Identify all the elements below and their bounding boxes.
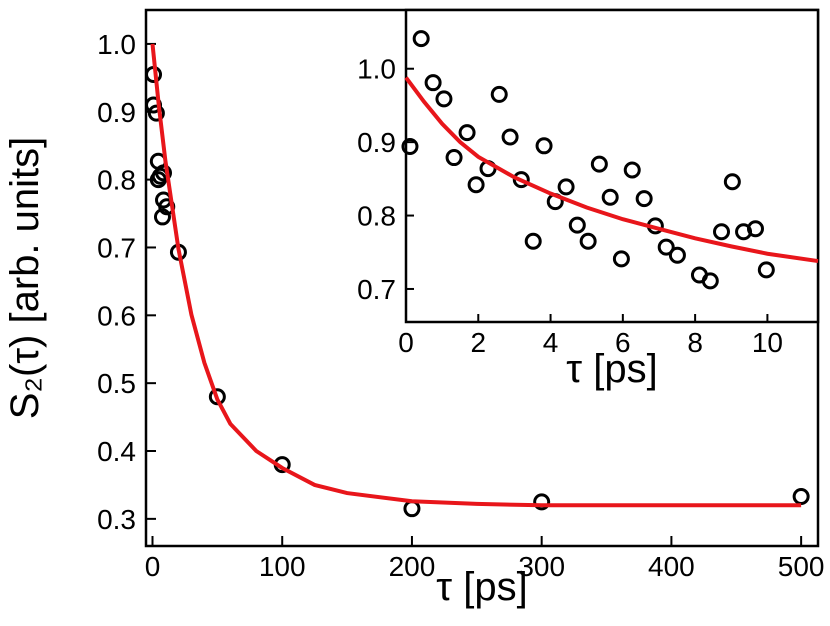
data-point	[701, 272, 719, 290]
fit-line	[404, 76, 819, 264]
y-tick-label: 0.5	[97, 368, 136, 399]
data-point	[512, 171, 530, 189]
data-point	[467, 176, 485, 194]
x-tick-label: 6	[615, 327, 631, 358]
data-point	[623, 161, 641, 179]
data-point	[445, 149, 463, 167]
x-axis-label: τ [ps]	[436, 565, 527, 609]
y-tick-label: 0.7	[357, 274, 396, 305]
x-tick-label: 2	[470, 327, 486, 358]
y-tick-label: 0.6	[97, 300, 136, 331]
x-tick-label: 500	[778, 551, 825, 582]
x-tick-label: 400	[648, 551, 695, 582]
x-tick-label: 0	[398, 327, 414, 358]
y-tick-label: 0.3	[97, 504, 136, 535]
data-point	[147, 104, 165, 122]
x-tick-label: 4	[543, 327, 559, 358]
data-point	[657, 238, 675, 256]
data-point	[524, 232, 542, 250]
data-point	[208, 388, 226, 406]
data-point	[723, 173, 741, 191]
data-point	[635, 190, 653, 208]
y-tick-label: 0.7	[97, 232, 136, 263]
x-axis-label: τ [ps]	[566, 347, 657, 391]
x-tick-label: 10	[752, 327, 783, 358]
data-point	[746, 220, 764, 238]
fit-line	[150, 43, 802, 508]
data-point	[568, 216, 586, 234]
data-point	[412, 30, 430, 48]
data-point	[149, 171, 167, 189]
x-tick-label: 8	[687, 327, 703, 358]
data-point	[401, 138, 419, 156]
data-point	[557, 178, 575, 196]
plot-frame	[404, 8, 820, 324]
y-tick-label: 1.0	[357, 54, 396, 85]
y-tick-label: 0.8	[97, 165, 136, 196]
data-point	[579, 232, 597, 250]
data-point	[533, 493, 551, 511]
x-tick-label: 0	[145, 551, 161, 582]
data-point	[435, 90, 453, 108]
data-point	[424, 74, 442, 92]
x-tick-label: 300	[518, 551, 565, 582]
y-axis-label: S₂(τ) [arb. units]	[3, 137, 47, 420]
y-tick-label: 0.8	[357, 201, 396, 232]
x-tick-label: 100	[259, 551, 306, 582]
plot: 0 2 4 6 8 10 0.7 0.8 0.9 1.0 τ [ps]	[357, 8, 820, 391]
data-point	[601, 188, 619, 206]
data-point	[153, 208, 171, 226]
y-tick-label: 0.9	[357, 127, 396, 158]
data-point	[458, 124, 476, 142]
y-tick-label: 1.0	[97, 29, 136, 60]
data-point	[612, 250, 630, 268]
data-point	[590, 155, 608, 173]
data-point	[490, 85, 508, 103]
data-point	[668, 246, 686, 264]
y-tick-label: 0.4	[97, 436, 136, 467]
x-tick-label: 200	[389, 551, 436, 582]
data-point	[535, 137, 553, 155]
data-point	[713, 223, 731, 241]
data-point	[757, 261, 775, 279]
y-tick-label: 0.9	[97, 97, 136, 128]
data-point	[501, 128, 519, 146]
